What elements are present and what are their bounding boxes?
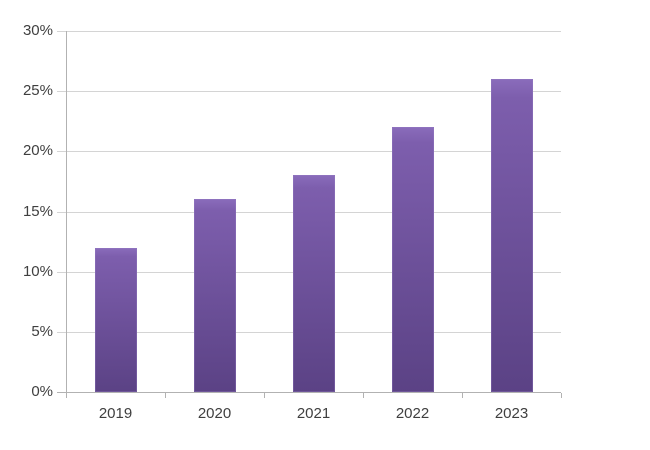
gridline-25 [57,91,561,93]
x-axis-tick-0 [66,393,67,398]
bar-2019 [94,247,137,392]
x-tick-label-2023: 2023 [494,405,529,422]
y-tick-label-15: 15% [22,202,53,220]
gridline-20 [57,151,561,153]
x-tick-label-2021: 2021 [296,405,331,422]
bar-2021 [292,175,335,392]
x-axis-tick-2 [264,393,265,398]
y-tick-label-20: 20% [22,142,53,160]
y-tick-label-10: 10% [22,262,53,280]
x-axis-tick-5 [561,393,562,398]
bar-2020 [193,199,236,392]
y-tick-label-0: 0% [31,383,53,400]
y-axis-line [66,31,67,397]
y-tick-label-25: 25% [22,82,53,100]
bar-2023 [490,79,533,392]
y-tick-label-30: 30% [22,22,53,39]
x-axis-tick-4 [462,393,463,398]
x-tick-label-2020: 2020 [197,405,232,422]
x-axis-line [57,392,561,393]
gridline-30 [57,31,561,32]
x-axis-tick-3 [363,393,364,398]
plot-area [57,31,562,398]
x-tick-label-2019: 2019 [98,405,133,422]
x-axis-tick-1 [165,393,166,398]
y-tick-label-5: 5% [31,322,53,340]
x-tick-label-2022: 2022 [395,405,430,422]
bar-2022 [391,127,434,392]
